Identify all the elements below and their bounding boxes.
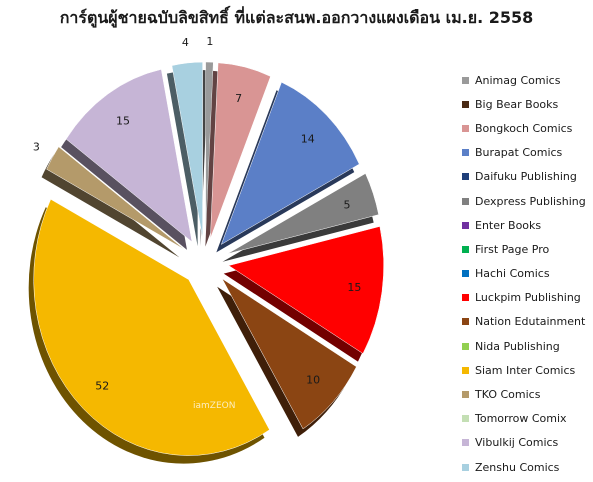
pie-slice-top: [205, 61, 214, 239]
data-label: 4: [182, 36, 189, 49]
legend-swatch: [462, 270, 469, 278]
legend-swatch: [462, 124, 469, 132]
legend-item: TKO Comics: [462, 382, 592, 406]
legend: Animag Comics Big Bear Books Bongkoch Comi…: [462, 68, 592, 479]
legend-item: Luckpim Publishing: [462, 286, 592, 310]
pie-slice-tko-comics: 3: [33, 141, 185, 258]
pie-slice-bongkoch-comics: 7: [205, 62, 271, 247]
legend-label: Luckpim Publishing: [475, 291, 581, 305]
watermark-text: iamZEON: [193, 401, 235, 411]
legend-label: Nida Publishing: [475, 339, 560, 353]
pie-slice-top: [220, 81, 360, 245]
chart-title: การ์ตูนผู้ชายฉบับลิขสิทธิ์ ที่แต่ละสนพ.อ…: [59, 8, 534, 27]
legend-label: Burapat Comics: [475, 146, 563, 160]
legend-label: Daifuku Publishing: [475, 170, 577, 184]
legend-swatch: [462, 100, 469, 108]
legend-swatch: [462, 221, 469, 229]
legend-label: Dexpress Publishing: [475, 194, 586, 208]
legend-item: Zenshu Comics: [462, 455, 592, 479]
legend-item: Vibulkij Comics: [462, 431, 592, 455]
pie-slice-zenshu-comics: 4: [166, 36, 203, 247]
legend-swatch: [462, 173, 469, 181]
legend-label: Tomorrow Comix: [475, 412, 567, 426]
legend-item: Siam Inter Comics: [462, 358, 592, 382]
legend-label: Big Bear Books: [475, 97, 559, 111]
legend-label: Bongkoch Comics: [475, 121, 573, 135]
legend-swatch: [462, 294, 469, 302]
pie-slice-top: [33, 198, 270, 456]
pie-slice-siam-inter-comics: 52: [28, 198, 270, 464]
legend-swatch: [462, 76, 469, 84]
data-label: 7: [235, 92, 242, 105]
pie-slices: 1 7 14 5 15 10 52 3 15 4: [28, 35, 384, 464]
pie-slice-top: [227, 173, 379, 255]
data-label: 10: [306, 374, 320, 387]
data-label: 52: [95, 379, 109, 392]
legend-swatch: [462, 245, 469, 253]
legend-item: Tomorrow Comix: [462, 407, 592, 431]
data-label: 14: [301, 133, 315, 146]
legend-label: Nation Edutainment: [475, 315, 586, 329]
legend-label: Zenshu Comics: [475, 460, 560, 474]
legend-swatch: [462, 439, 469, 447]
legend-item: Animag Comics: [462, 68, 592, 92]
data-label: 3: [33, 141, 40, 154]
pie-slice-top: [171, 61, 203, 239]
pie-slice-top: [210, 62, 271, 239]
pie-slice-top: [65, 69, 193, 243]
legend-label: Animag Comics: [475, 73, 561, 87]
pie-slice-top: [228, 226, 384, 354]
legend-swatch: [462, 463, 469, 471]
legend-item: Hachi Comics: [462, 262, 592, 286]
legend-label: Siam Inter Comics: [475, 363, 576, 377]
legend-item: Nida Publishing: [462, 334, 592, 358]
data-label: 15: [347, 281, 361, 294]
data-label: 1: [206, 35, 213, 48]
legend-item: Nation Edutainment: [462, 310, 592, 334]
legend-item: Big Bear Books: [462, 92, 592, 116]
legend-item: Enter Books: [462, 213, 592, 237]
pie-slice-nation-edutainment: 10: [217, 278, 357, 437]
legend-swatch: [462, 197, 469, 205]
legend-label: First Page Pro: [475, 242, 550, 256]
legend-swatch: [462, 415, 469, 423]
legend-label: TKO Comics: [475, 388, 541, 402]
legend-swatch: [462, 342, 469, 350]
pie-slice-luckpim-publishing: 15: [223, 226, 384, 362]
legend-swatch: [462, 149, 469, 157]
legend-item: First Page Pro: [462, 237, 592, 261]
legend-item: Burapat Comics: [462, 141, 592, 165]
data-label: 15: [116, 115, 130, 128]
legend-label: Hachi Comics: [475, 267, 550, 281]
pie-slice-dexpress-publishing: 5: [222, 173, 379, 262]
legend-swatch: [462, 366, 469, 374]
legend-label: Vibulkij Comics: [475, 436, 559, 450]
pie-slice-vibulkij-comics: 15: [61, 69, 193, 250]
data-label: 5: [343, 198, 350, 211]
legend-item: Bongkoch Comics: [462, 116, 592, 140]
legend-label: Enter Books: [475, 218, 542, 232]
legend-swatch: [462, 318, 469, 326]
pie-slice-burapat-comics: 14: [216, 81, 360, 253]
pie-slice-top: [221, 278, 357, 430]
legend-item: Dexpress Publishing: [462, 189, 592, 213]
pie-slice-top: [46, 146, 185, 250]
legend-swatch: [462, 391, 469, 399]
legend-item: Daifuku Publishing: [462, 165, 592, 189]
